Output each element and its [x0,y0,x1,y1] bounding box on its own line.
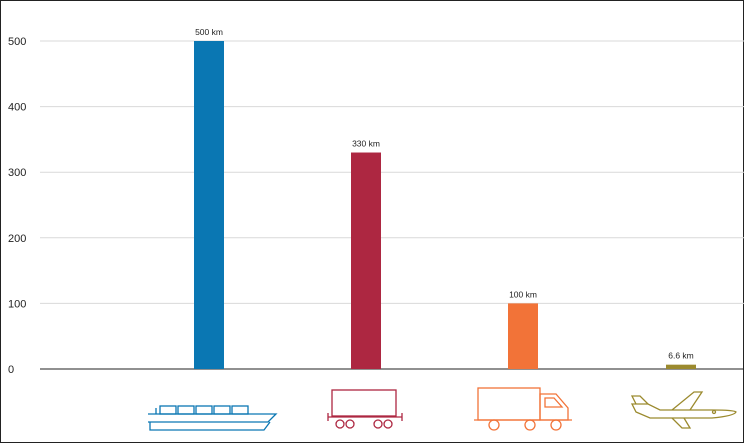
y-tick-label: 200 [8,233,26,245]
y-tick-label: 100 [8,298,26,310]
y-tick-label: 300 [8,167,26,179]
data-label-train: 330 km [352,139,380,149]
y-tick-label: 400 [8,102,26,114]
bar-truck [508,303,538,369]
gridlines [40,40,744,304]
bars [194,41,696,369]
data-label-ship: 500 km [195,27,223,37]
plane-icon [630,391,737,429]
ship-icon [148,405,278,431]
train-icon [327,389,403,429]
y-axis-tick-labels: 0 100 200 300 400 500 [8,36,26,376]
data-label-plane: 6.6 km [668,351,694,361]
bar-plane [666,364,696,369]
truck-icon [474,387,572,431]
data-label-truck: 100 km [509,289,537,299]
bar-ship [194,41,224,369]
y-tick-label: 500 [8,36,26,48]
data-labels: 500 km 330 km 100 km 6.6 km [195,27,694,361]
y-tick-label: 0 [8,364,14,376]
bar-train [351,152,381,369]
